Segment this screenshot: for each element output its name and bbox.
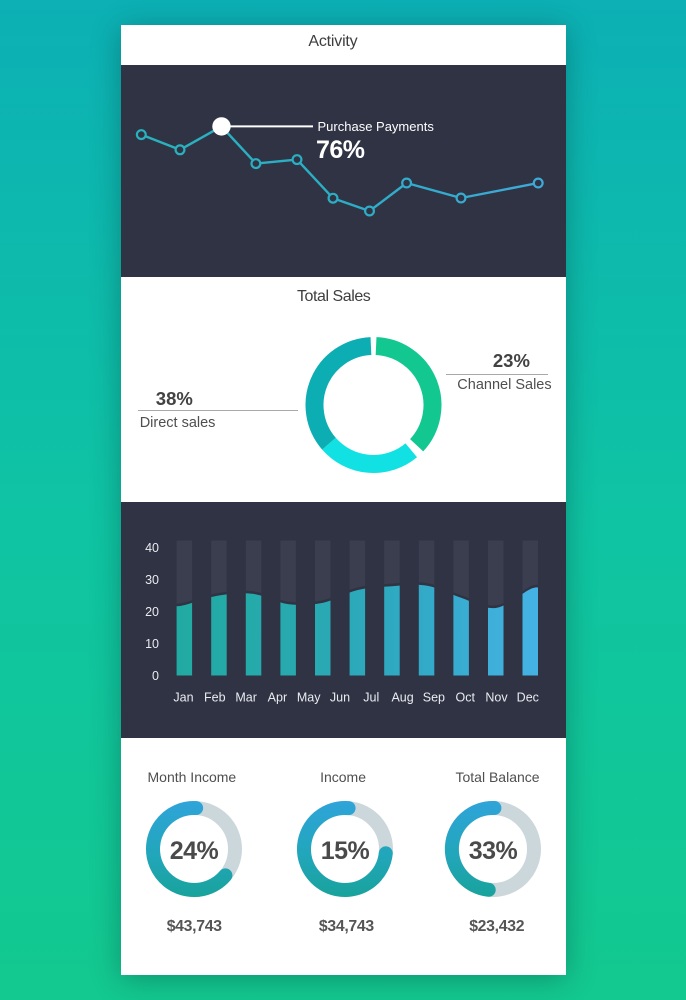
svg-text:Aug: Aug (391, 690, 413, 704)
svg-text:Dec: Dec (517, 690, 539, 704)
svg-text:Oct: Oct (455, 690, 475, 704)
svg-text:30: 30 (145, 573, 159, 587)
svg-text:Sep: Sep (423, 690, 445, 704)
svg-text:Feb: Feb (204, 690, 226, 704)
svg-text:Jun: Jun (330, 690, 350, 704)
svg-text:Mar: Mar (235, 690, 257, 704)
svg-text:10: 10 (145, 637, 159, 651)
svg-text:0: 0 (152, 669, 159, 683)
svg-text:40: 40 (145, 541, 159, 555)
svg-text:Nov: Nov (485, 690, 508, 704)
svg-text:May: May (297, 690, 321, 704)
svg-text:Jul: Jul (363, 690, 379, 704)
svg-text:Jan: Jan (173, 690, 193, 704)
svg-text:20: 20 (145, 605, 159, 619)
svg-text:Apr: Apr (268, 690, 287, 704)
